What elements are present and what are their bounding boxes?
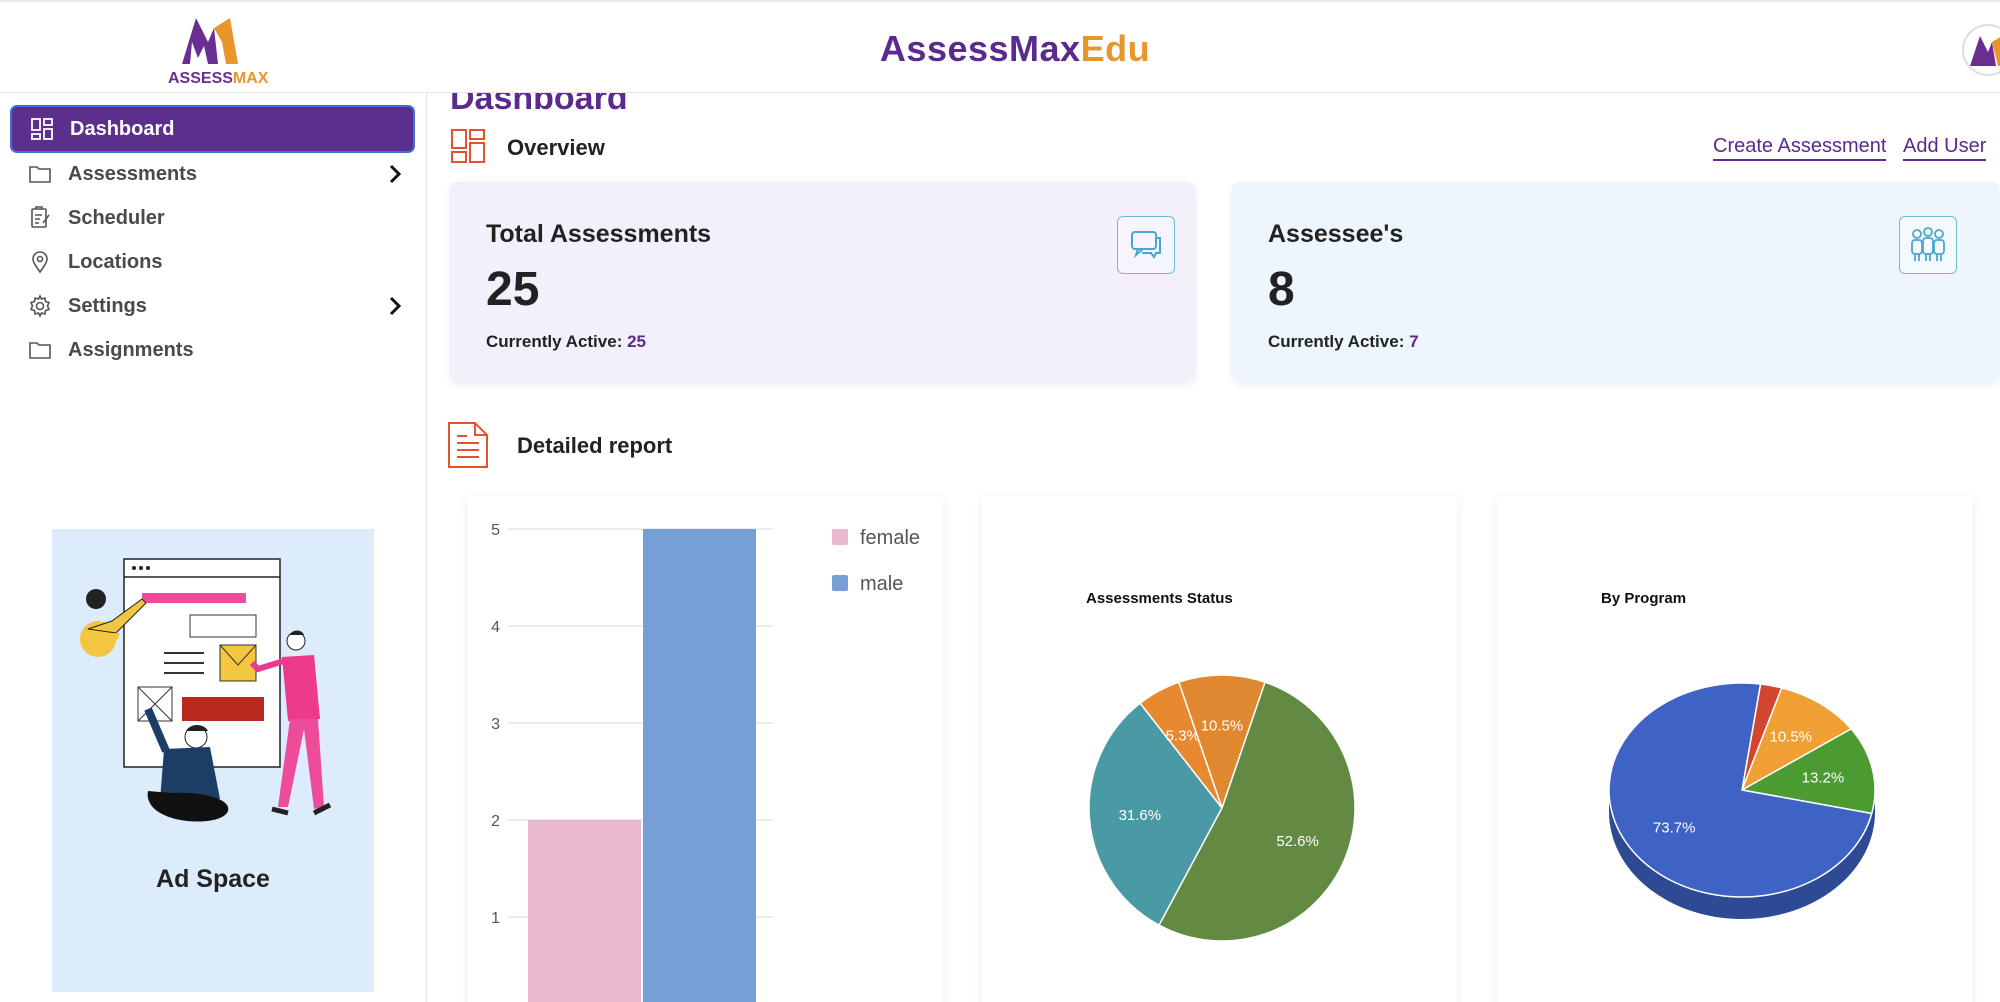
ad-illustration	[80, 558, 332, 822]
legend-swatch	[832, 575, 848, 591]
brand-title: AssessMaxEdu	[879, 28, 1151, 69]
dashboard-icon	[31, 118, 53, 140]
sidebar-item-locations[interactable]: Locations	[10, 238, 415, 286]
card-subtext: Currently Active: 7	[1268, 332, 1419, 351]
sidebar-item-settings[interactable]: Settings	[10, 282, 415, 330]
document-icon	[448, 422, 488, 468]
people-group-icon	[1899, 216, 1957, 274]
sidebar-item-assessments[interactable]: Assessments	[10, 150, 415, 198]
location-pin-icon	[32, 251, 48, 274]
chevron-right-icon[interactable]	[383, 162, 407, 186]
folder-icon	[29, 166, 51, 183]
slice-label: 73.7%	[1653, 820, 1696, 837]
page-title: Dashboard	[450, 93, 628, 117]
top-bar: ASSESSMAX AssessMaxEdu	[0, 0, 2000, 93]
detailed-report-title: Detailed report	[517, 433, 673, 458]
ad-space[interactable]: Ad Space	[52, 529, 374, 992]
card-title: Assessee's	[1268, 220, 1404, 248]
sidebar-item-label: Dashboard	[70, 117, 175, 140]
pie-slice[interactable]	[1608, 682, 1873, 898]
sidebar-item-label: Assignments	[68, 338, 194, 361]
chevron-right-icon[interactable]	[383, 294, 407, 318]
card-value: 25	[486, 263, 540, 316]
slice-label: 13.2%	[1802, 769, 1845, 786]
bar-male[interactable]	[643, 529, 756, 1002]
sidebar-item-label: Settings	[68, 294, 147, 317]
by-program-panel: By Program 10.5% 13.2% 73.7%	[1497, 496, 1972, 1002]
gear-icon	[29, 294, 51, 318]
clipboard-icon	[31, 206, 50, 228]
overview-icon	[451, 129, 485, 163]
pie-slice[interactable]	[1740, 686, 1853, 792]
slice-label: 5.3%	[1166, 728, 1200, 745]
card-title: Total Assessments	[486, 220, 712, 248]
avatar-logo-icon	[1970, 36, 2000, 66]
chart-title: Assessments Status	[1086, 590, 1233, 607]
add-user-link[interactable]: Add User	[1903, 135, 1987, 161]
sidebar-item-label: Locations	[68, 250, 163, 273]
pie-slice[interactable]	[1158, 681, 1356, 942]
sidebar-item-dashboard[interactable]: Dashboard	[10, 105, 415, 153]
total-assessments-card[interactable]: Total Assessments 25 Currently Active: 2…	[450, 182, 1195, 382]
gender-bar-chart-panel: 1 2 3 4 5 female male	[468, 496, 943, 1002]
legend-label: male	[860, 573, 903, 595]
assessments-status-pie-chart[interactable]: Assessments Status 31.6% 5.3%10.5% 52.6%	[982, 496, 1457, 1002]
sidebar-item-assignments[interactable]: Assignments	[10, 326, 415, 374]
y-tick-label: 5	[491, 522, 500, 539]
assessmax-logo[interactable]: ASSESSMAX	[168, 12, 269, 90]
assessments-status-panel: Assessments Status 31.6% 5.3% 10.5% 52.6%	[982, 496, 1457, 1002]
slice-label: 52.6%	[1276, 833, 1319, 850]
y-tick-label: 1	[491, 910, 500, 927]
slice-label: 10.5%	[1769, 729, 1812, 746]
sidebar-item-label: Assessments	[68, 162, 197, 185]
slice-label: 10.5%	[1201, 718, 1244, 735]
main-content: Dashboard Overview Create Assessment Add…	[427, 93, 2000, 1002]
by-program-pie-chart[interactable]: By Program 10.5% 13.2% 73.7%	[1497, 496, 1972, 1002]
slice-label: 31.6%	[1119, 807, 1162, 824]
y-tick-label: 2	[491, 813, 500, 830]
folder-icon	[29, 342, 51, 359]
legend-swatch	[832, 529, 848, 545]
user-avatar[interactable]	[1962, 24, 2000, 76]
card-subtext: Currently Active: 25	[486, 332, 647, 351]
sidebar-item-label: Scheduler	[68, 206, 165, 229]
ad-space-label: Ad Space	[156, 865, 270, 893]
chat-bubbles-icon	[1117, 216, 1175, 274]
card-value: 8	[1268, 263, 1295, 316]
chart-title: By Program	[1601, 590, 1686, 607]
pie-slice[interactable]	[1177, 674, 1266, 811]
gender-bar-chart[interactable]: 1 2 3 4 5 female male	[468, 496, 943, 1002]
create-assessment-link[interactable]: Create Assessment	[1713, 135, 1887, 161]
assessees-card[interactable]: Assessee's 8 Currently Active: 7	[1232, 182, 1999, 382]
overview-title: Overview	[507, 135, 605, 160]
logo-mark-icon	[182, 18, 238, 64]
y-tick-label: 3	[491, 716, 500, 733]
bar-female[interactable]	[528, 820, 641, 1002]
logo-wordmark: ASSESSMAX	[168, 70, 269, 87]
legend-label: female	[860, 527, 920, 549]
sidebar-item-scheduler[interactable]: Scheduler	[10, 194, 415, 242]
y-tick-label: 4	[491, 619, 500, 636]
pie-slice[interactable]	[1739, 727, 1876, 815]
